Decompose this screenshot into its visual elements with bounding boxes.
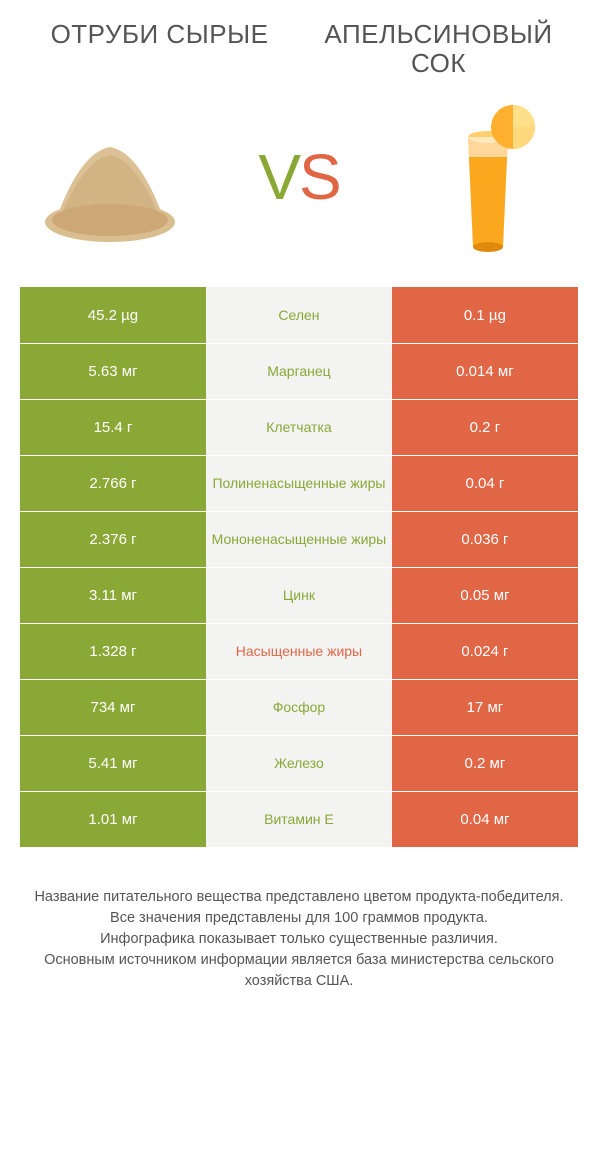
table-row: 15.4 гКлетчатка0.2 г [20,399,578,455]
left-value-cell: 2.766 г [20,456,206,511]
vs-label: VS [258,140,339,214]
left-product-title: ОТРУБИ СЫРЫЕ [20,20,299,77]
vs-v-letter: V [258,141,299,213]
nutrient-label-cell: Селен [206,287,392,343]
left-value-cell: 3.11 мг [20,568,206,623]
left-product-image [30,97,190,257]
nutrient-label-cell: Мононенасыщенные жиры [206,512,392,567]
right-value-cell: 0.2 г [392,400,578,455]
table-row: 2.376 гМононенасыщенные жиры0.036 г [20,511,578,567]
right-value-cell: 0.024 г [392,624,578,679]
left-value-cell: 1.328 г [20,624,206,679]
table-row: 734 мгФосфор17 мг [20,679,578,735]
nutrient-label-cell: Витамин E [206,792,392,847]
nutrient-label-cell: Фосфор [206,680,392,735]
nutrient-label-cell: Цинк [206,568,392,623]
right-product-image [408,97,568,257]
nutrient-label-cell: Марганец [206,344,392,399]
right-value-cell: 0.1 µg [392,287,578,343]
left-value-cell: 2.376 г [20,512,206,567]
right-value-cell: 0.05 мг [392,568,578,623]
nutrient-label-cell: Полиненасыщенные жиры [206,456,392,511]
nutrient-label-cell: Клетчатка [206,400,392,455]
left-value-cell: 1.01 мг [20,792,206,847]
footnote-text: Название питательного вещества представл… [20,887,578,992]
table-row: 3.11 мгЦинк0.05 мг [20,567,578,623]
left-value-cell: 45.2 µg [20,287,206,343]
right-value-cell: 0.04 г [392,456,578,511]
table-row: 5.63 мгМарганец0.014 мг [20,343,578,399]
left-value-cell: 5.63 мг [20,344,206,399]
nutrient-table: 45.2 µgСелен0.1 µg5.63 мгМарганец0.014 м… [20,287,578,847]
titles-row: ОТРУБИ СЫРЫЕ АПЕЛЬСИНОВЫЙ СОК [20,20,578,77]
nutrient-label-cell: Железо [206,736,392,791]
right-value-cell: 0.2 мг [392,736,578,791]
right-value-cell: 17 мг [392,680,578,735]
table-row: 2.766 гПолиненасыщенные жиры0.04 г [20,455,578,511]
table-row: 1.328 гНасыщенные жиры0.024 г [20,623,578,679]
right-product-title: АПЕЛЬСИНОВЫЙ СОК [299,20,578,77]
table-row: 5.41 мгЖелезо0.2 мг [20,735,578,791]
nutrient-label-cell: Насыщенные жиры [206,624,392,679]
right-value-cell: 0.014 мг [392,344,578,399]
right-value-cell: 0.036 г [392,512,578,567]
images-row: VS [20,97,578,257]
table-row: 1.01 мгВитамин E0.04 мг [20,791,578,847]
table-row: 45.2 µgСелен0.1 µg [20,287,578,343]
left-value-cell: 734 мг [20,680,206,735]
vs-s-letter: S [299,141,340,213]
right-value-cell: 0.04 мг [392,792,578,847]
left-value-cell: 5.41 мг [20,736,206,791]
left-value-cell: 15.4 г [20,400,206,455]
